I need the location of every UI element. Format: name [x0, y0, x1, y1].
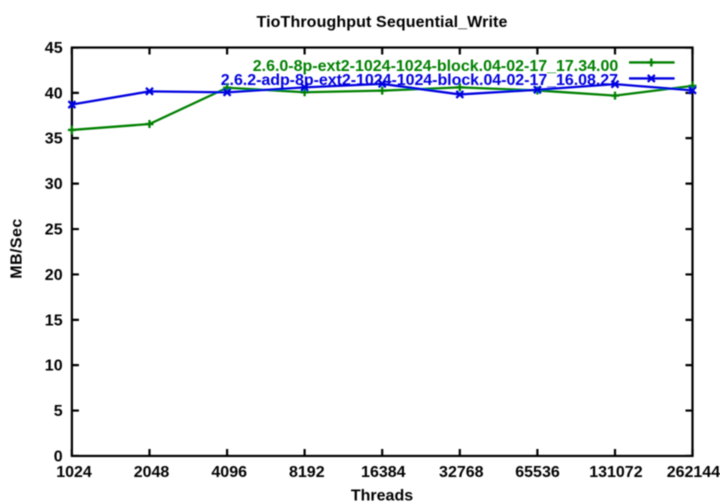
svg-text:65536: 65536 — [515, 464, 560, 481]
svg-text:2.6.2-adp-8p-ext2-1024-1024-bl: 2.6.2-adp-8p-ext2-1024-1024-block.04-02-… — [221, 72, 618, 89]
svg-text:Threads: Threads — [351, 487, 413, 504]
svg-text:2.6.0-8p-ext2-1024-1024-block.: 2.6.0-8p-ext2-1024-1024-block.04-02-17_1… — [253, 58, 619, 75]
svg-text:MB/Sec: MB/Sec — [9, 218, 26, 279]
svg-text:25: 25 — [45, 222, 63, 239]
svg-text:15: 15 — [45, 312, 63, 329]
svg-text:0: 0 — [54, 449, 63, 466]
svg-text:131072: 131072 — [589, 464, 642, 481]
svg-text:4096: 4096 — [211, 464, 247, 481]
svg-text:262144: 262144 — [667, 464, 720, 481]
svg-text:30: 30 — [45, 176, 63, 193]
svg-text:1024: 1024 — [56, 464, 92, 481]
svg-text:45: 45 — [45, 40, 63, 57]
svg-text:8192: 8192 — [289, 464, 325, 481]
svg-text:20: 20 — [45, 267, 63, 284]
svg-text:40: 40 — [45, 85, 63, 102]
svg-text:2048: 2048 — [134, 464, 170, 481]
svg-text:32768: 32768 — [439, 464, 484, 481]
svg-text:35: 35 — [45, 131, 63, 148]
svg-text:16384: 16384 — [361, 464, 406, 481]
svg-text:10: 10 — [45, 358, 63, 375]
svg-text:5: 5 — [54, 403, 63, 420]
svg-text:TioThroughput Sequential_Write: TioThroughput Sequential_Write — [256, 14, 507, 31]
